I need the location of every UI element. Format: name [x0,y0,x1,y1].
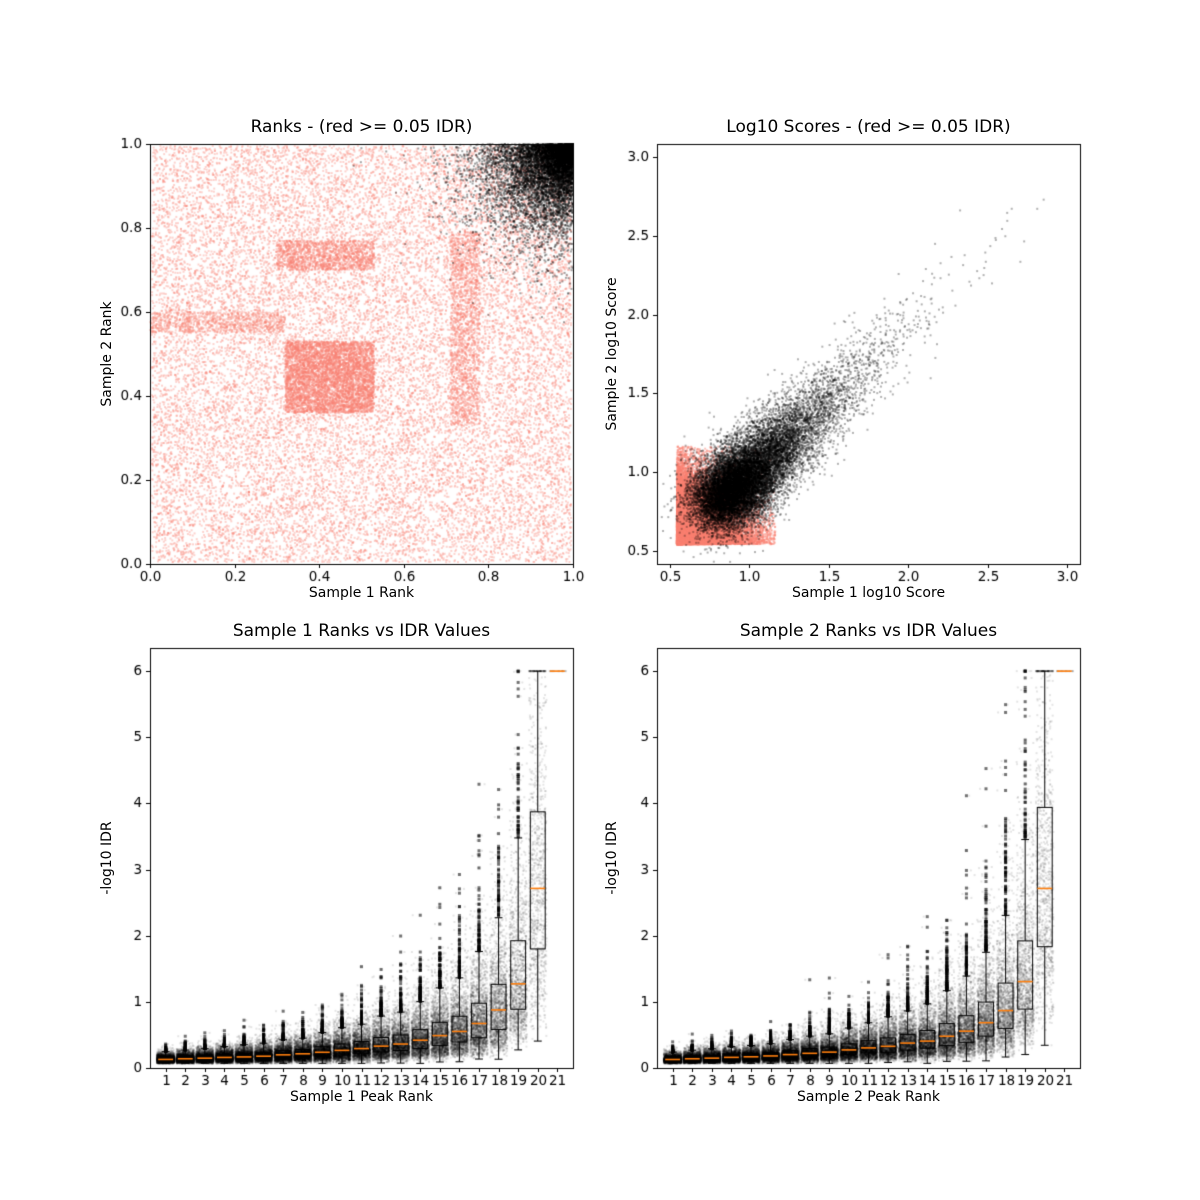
sample1-idr-yaxis-label: -log10 IDR [99,821,115,895]
ranks-yaxis-label: Sample 2 Rank [99,301,115,407]
subplot-sample2-idr-title: Sample 2 Ranks vs IDR Values [739,621,998,641]
sample2-idr-xaxis-label: Sample 2 Peak Rank [797,1089,940,1105]
scores-yaxis-label: Sample 2 log10 Score [604,277,620,431]
ranks-xaxis-label: Sample 1 Rank [308,585,415,601]
scores-xaxis-label: Sample 1 log10 Score [791,585,946,601]
sample1-idr-xaxis-label: Sample 1 Peak Rank [290,1089,433,1105]
sample2-idr-yaxis-label: -log10 IDR [604,821,620,895]
subplot-ranks-title: Ranks - (red >= 0.05 IDR) [250,117,473,137]
subplot-scores-title: Log10 Scores - (red >= 0.05 IDR) [726,117,1011,137]
subplot-sample1-idr-title: Sample 1 Ranks vs IDR Values [232,621,491,641]
